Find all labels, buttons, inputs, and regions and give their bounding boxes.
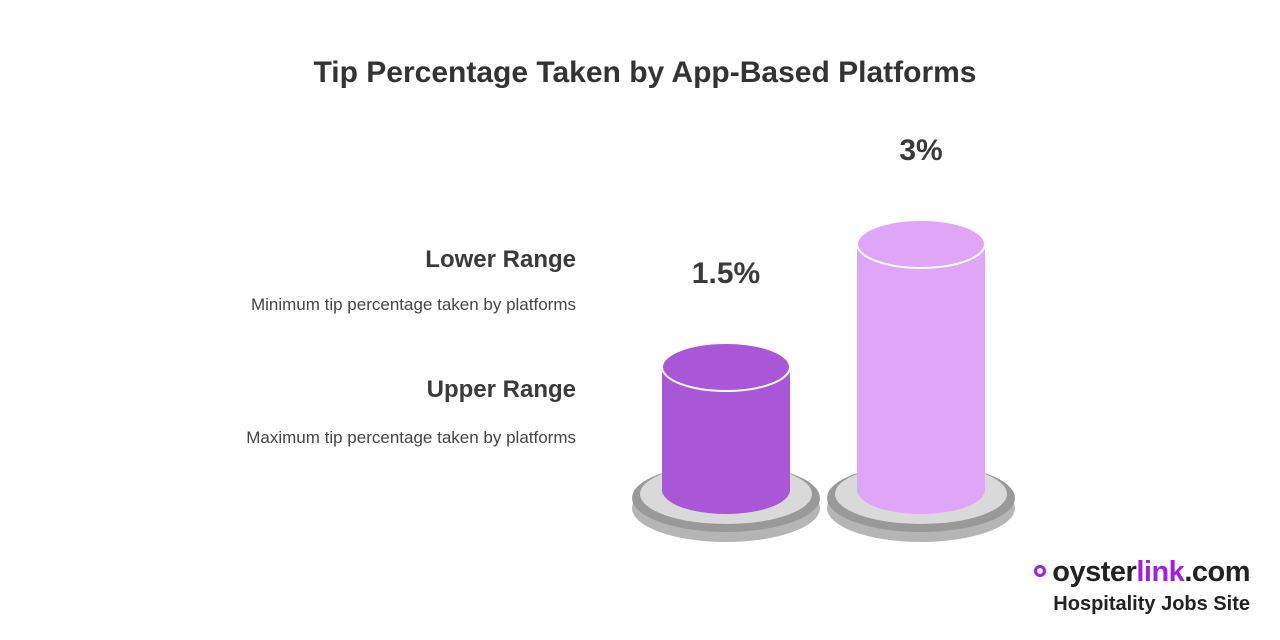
cylinder-body: [857, 244, 985, 490]
cylinder-top: [856, 219, 986, 269]
brand: oysterlink.com Hospitality Jobs Site: [1034, 556, 1250, 616]
value-label: 3%: [899, 134, 942, 167]
brand-part: link: [1136, 556, 1185, 588]
brand-name: oysterlink.com: [1034, 556, 1250, 589]
category-description: Maximum tip percentage taken by platform…: [246, 428, 576, 447]
category-description: Minimum tip percentage taken by platform…: [250, 295, 576, 314]
brand-icon: [1034, 565, 1047, 577]
brand-part: .com: [1184, 556, 1250, 588]
category-label: Lower Range: [425, 246, 576, 273]
brand-part: oyster: [1052, 556, 1137, 588]
value-label: 1.5%: [692, 257, 760, 290]
cylinder-top: [661, 342, 791, 392]
category-label: Upper Range: [426, 376, 576, 403]
chart-title: Tip Percentage Taken by App-Based Platfo…: [314, 56, 977, 89]
brand-tagline: Hospitality Jobs Site: [1053, 593, 1250, 615]
